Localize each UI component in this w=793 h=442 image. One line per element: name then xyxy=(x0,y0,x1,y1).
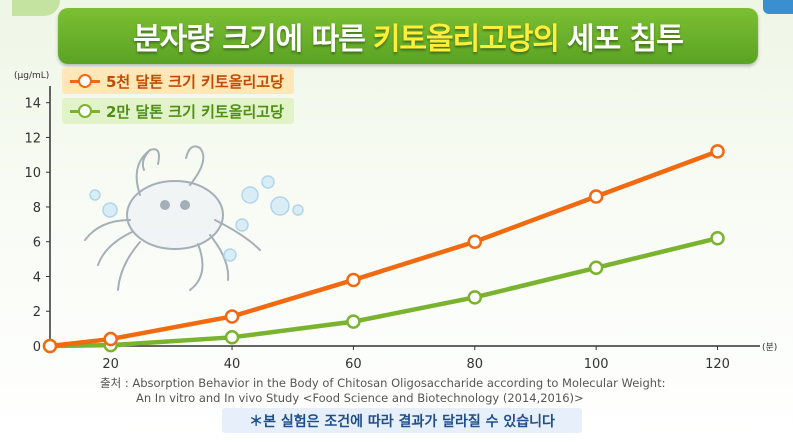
x-tick-label: 60 xyxy=(345,357,362,372)
data-point-series1 xyxy=(346,272,361,288)
legend-label-series1: 5천 달톤 크기 키토올리고당 xyxy=(106,72,284,91)
y-tick-label: 10 xyxy=(24,166,41,181)
title-part-1: 분자량 크기에 따른 xyxy=(133,22,366,57)
x-axis-label: (분) xyxy=(762,342,777,353)
title-part-3: 세포 침투 xyxy=(567,22,684,57)
y-tick-label: 2 xyxy=(33,305,41,320)
data-point-series2 xyxy=(224,330,240,345)
legend-label-series2: 2만 달톤 크기 키토올리고당 xyxy=(106,102,284,121)
data-point-series2 xyxy=(588,260,604,276)
y-tick-label: 6 xyxy=(33,236,41,251)
source-line-2: An In vitro and In vivo Study <Food Scie… xyxy=(136,391,584,405)
x-tick-label: 40 xyxy=(224,357,241,372)
x-tick-label: 80 xyxy=(467,357,484,372)
data-point-series1 xyxy=(103,331,118,347)
y-tick-label: 4 xyxy=(33,270,41,285)
data-point-series1 xyxy=(710,144,725,159)
y-tick-label: 12 xyxy=(24,131,41,146)
data-point-series2 xyxy=(710,230,725,246)
chart-legend: 5천 달톤 크기 키토올리고당 2만 달톤 크기 키토올리고당 xyxy=(62,68,294,124)
leaf-decoration xyxy=(12,0,60,16)
chart-title: 분자량 크기에 따른 키토올리고당의 세포 침투 xyxy=(58,8,758,64)
y-tick-label: 0 xyxy=(33,340,41,355)
source-line-1: 출처 : Absorption Behavior in the Body of … xyxy=(100,376,666,390)
data-point-series1 xyxy=(588,189,604,204)
x-tick-label: 120 xyxy=(705,357,730,372)
source-citation: 출처 : Absorption Behavior in the Body of … xyxy=(100,376,665,406)
legend-item-series1: 5천 달톤 크기 키토올리고당 xyxy=(62,68,294,94)
corner-tab xyxy=(763,0,793,14)
data-point-series1 xyxy=(42,338,58,354)
y-axis-label: (μg/mL) xyxy=(14,71,49,81)
legend-swatch-series2 xyxy=(70,104,100,118)
data-point-series2 xyxy=(346,314,361,329)
data-point-series1 xyxy=(224,309,240,324)
y-tick-label: 14 xyxy=(24,97,41,112)
x-tick-label: 100 xyxy=(584,357,609,372)
bubbles-icon xyxy=(89,175,304,262)
title-part-2: 키토올리고당의 xyxy=(372,22,560,57)
data-point-series2 xyxy=(467,290,483,305)
data-point-series1 xyxy=(467,234,483,249)
legend-swatch-series1 xyxy=(70,74,100,88)
y-tick-label: 8 xyxy=(33,201,41,216)
x-tick-label: 20 xyxy=(102,357,119,372)
crab-icon xyxy=(84,145,304,291)
disclaimer-note: ＊본 실험은 조건에 따라 결과가 달라질 수 있습니다 xyxy=(222,408,582,433)
legend-item-series2: 2만 달톤 크기 키토올리고당 xyxy=(62,98,294,124)
